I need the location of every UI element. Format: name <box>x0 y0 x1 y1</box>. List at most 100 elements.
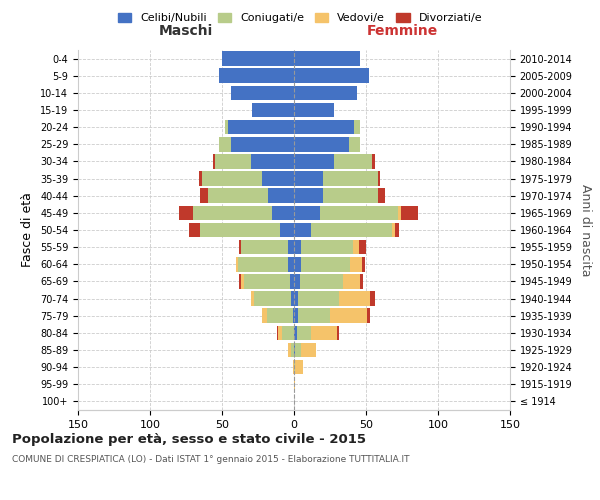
Bar <box>295 360 302 374</box>
Bar <box>301 240 353 254</box>
Bar <box>294 86 358 100</box>
Bar <box>294 257 301 272</box>
Bar <box>225 120 228 134</box>
Bar <box>311 326 337 340</box>
Bar <box>202 172 262 186</box>
Bar <box>278 326 283 340</box>
Bar <box>208 188 268 203</box>
Bar <box>300 274 343 288</box>
Bar <box>294 326 297 340</box>
Bar <box>294 240 301 254</box>
Text: Popolazione per età, sesso e stato civile - 2015: Popolazione per età, sesso e stato civil… <box>12 432 366 446</box>
Bar <box>298 308 330 323</box>
Bar <box>291 342 294 357</box>
Bar <box>293 360 294 374</box>
Bar <box>294 308 298 323</box>
Bar <box>294 188 323 203</box>
Bar <box>370 292 374 306</box>
Bar <box>293 308 294 323</box>
Bar <box>294 68 369 83</box>
Bar <box>401 206 418 220</box>
Bar <box>350 257 362 272</box>
Bar <box>238 257 288 272</box>
Bar <box>372 154 374 168</box>
Bar <box>272 206 294 220</box>
Bar <box>295 342 301 357</box>
Bar <box>301 342 316 357</box>
Bar <box>367 308 370 323</box>
Bar <box>294 377 295 392</box>
Bar <box>297 326 311 340</box>
Bar <box>262 308 266 323</box>
Bar <box>200 188 208 203</box>
Bar <box>359 240 366 254</box>
Bar <box>349 137 360 152</box>
Bar <box>288 257 294 272</box>
Bar <box>294 222 311 238</box>
Bar <box>199 172 202 186</box>
Bar <box>377 188 385 203</box>
Bar <box>283 326 294 340</box>
Bar <box>294 154 334 168</box>
Bar <box>251 292 254 306</box>
Bar <box>230 86 294 100</box>
Text: Maschi: Maschi <box>159 24 213 38</box>
Legend: Celibi/Nubili, Coniugati/e, Vedovi/e, Divorziati/e: Celibi/Nubili, Coniugati/e, Vedovi/e, Di… <box>113 8 487 28</box>
Bar <box>219 137 230 152</box>
Bar <box>200 222 280 238</box>
Bar <box>280 222 294 238</box>
Bar <box>298 292 338 306</box>
Bar <box>362 257 365 272</box>
Bar <box>294 206 320 220</box>
Bar <box>294 120 355 134</box>
Y-axis label: Fasce di età: Fasce di età <box>22 192 34 268</box>
Bar <box>294 52 360 66</box>
Bar <box>294 360 295 374</box>
Bar <box>219 68 294 83</box>
Y-axis label: Anni di nascita: Anni di nascita <box>579 184 592 276</box>
Bar <box>334 154 372 168</box>
Bar <box>236 257 238 272</box>
Bar <box>262 172 294 186</box>
Bar <box>244 274 290 288</box>
Bar <box>228 120 294 134</box>
Bar <box>193 206 272 220</box>
Bar <box>320 206 398 220</box>
Bar <box>251 154 294 168</box>
Bar <box>241 240 288 254</box>
Bar <box>268 188 294 203</box>
Bar <box>343 274 360 288</box>
Bar <box>291 292 294 306</box>
Bar <box>392 222 395 238</box>
Bar <box>179 206 193 220</box>
Bar <box>337 326 338 340</box>
Bar <box>360 274 363 288</box>
Bar <box>222 52 294 66</box>
Bar <box>294 172 323 186</box>
Bar <box>377 172 380 186</box>
Text: Femmine: Femmine <box>367 24 437 38</box>
Bar <box>288 342 291 357</box>
Bar <box>301 257 350 272</box>
Bar <box>230 137 294 152</box>
Bar <box>398 206 401 220</box>
Bar <box>294 137 349 152</box>
Bar <box>330 308 367 323</box>
Bar <box>266 308 293 323</box>
Bar <box>294 102 334 118</box>
Bar <box>277 326 278 340</box>
Bar <box>189 222 200 238</box>
Bar <box>323 188 377 203</box>
Bar <box>294 292 298 306</box>
Bar <box>355 120 360 134</box>
Bar <box>241 274 244 288</box>
Bar <box>254 292 291 306</box>
Bar <box>239 240 241 254</box>
Bar <box>338 292 370 306</box>
Text: COMUNE DI CRESPIATICA (LO) - Dati ISTAT 1° gennaio 2015 - Elaborazione TUTTITALI: COMUNE DI CRESPIATICA (LO) - Dati ISTAT … <box>12 456 409 464</box>
Bar <box>252 102 294 118</box>
Bar <box>214 154 215 168</box>
Bar <box>294 274 300 288</box>
Bar <box>353 240 359 254</box>
Bar <box>290 274 294 288</box>
